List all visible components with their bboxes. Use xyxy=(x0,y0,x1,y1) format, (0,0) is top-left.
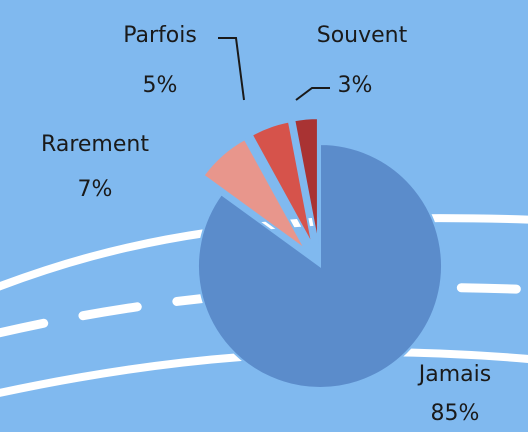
pie-slice xyxy=(202,137,307,251)
leader-line xyxy=(218,37,245,101)
pie-slice xyxy=(293,117,319,245)
value-label: 7% xyxy=(78,177,113,202)
value-label: 5% xyxy=(143,73,178,98)
slice-label: Souvent xyxy=(317,23,408,48)
pie-slice xyxy=(250,120,314,246)
value-label: 85% xyxy=(431,401,480,426)
pie-slice xyxy=(197,142,443,389)
slice-label: Jamais xyxy=(417,362,491,387)
slice-label: Rarement xyxy=(41,132,149,157)
leader-line xyxy=(295,87,330,101)
slice-label: Parfois xyxy=(123,23,197,48)
leader-lines xyxy=(218,37,330,101)
value-label: 3% xyxy=(338,73,373,98)
